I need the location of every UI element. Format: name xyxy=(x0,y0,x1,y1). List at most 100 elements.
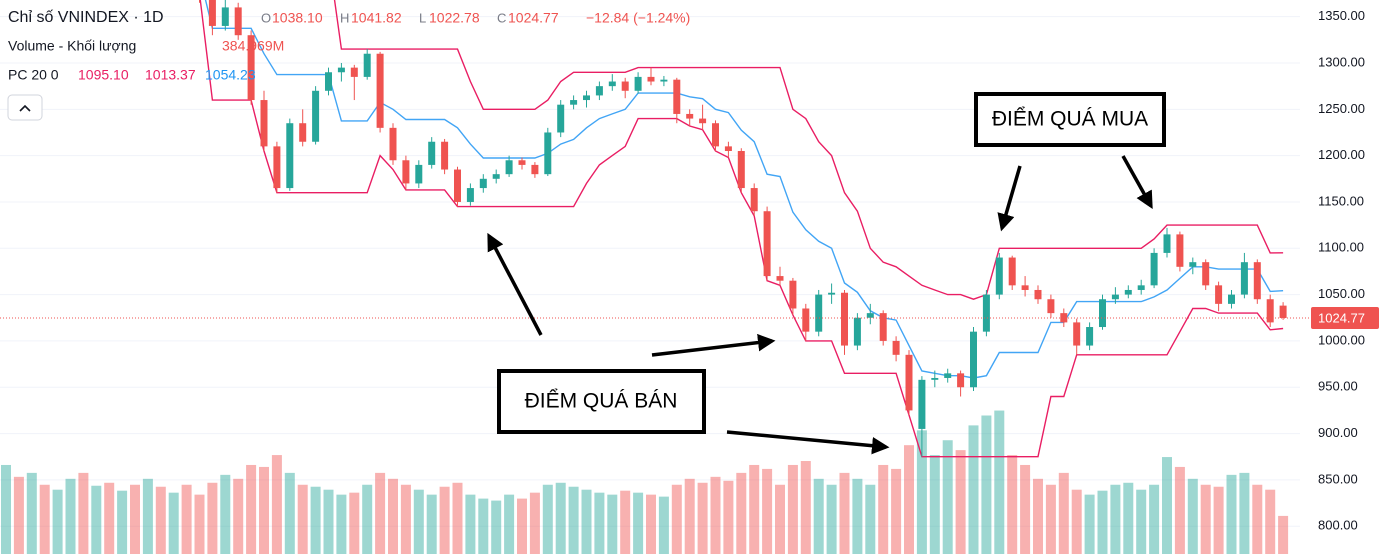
volume-bar xyxy=(491,500,502,554)
candle-body xyxy=(350,67,358,77)
volume-bar xyxy=(1187,478,1198,554)
volume-bar xyxy=(220,474,231,554)
candle-body xyxy=(1189,262,1197,267)
volume-bar xyxy=(1278,515,1289,554)
candle-body xyxy=(1137,285,1145,290)
volume-bar xyxy=(194,494,205,554)
candle-body xyxy=(892,340,900,355)
candle-body xyxy=(247,35,255,101)
volume-bar xyxy=(349,492,360,554)
candle-body xyxy=(995,257,1003,295)
volume-bar xyxy=(78,472,89,554)
candle-body xyxy=(518,160,526,165)
candle-body xyxy=(789,280,797,309)
volume-bar xyxy=(1265,489,1276,554)
volume-bar xyxy=(207,482,218,554)
candle-body xyxy=(337,67,345,73)
candle-body xyxy=(234,7,242,36)
lower-line xyxy=(199,0,1284,458)
volume-bar xyxy=(336,494,347,554)
candle-body xyxy=(402,160,410,184)
candle-body xyxy=(673,79,681,114)
legend-title: Chỉ số VNINDEX · 1D xyxy=(8,9,164,26)
volume-bar xyxy=(284,472,295,554)
volume-bar xyxy=(52,489,63,554)
volume-bar xyxy=(684,478,695,554)
volume-bar xyxy=(26,472,37,554)
candle-body xyxy=(1163,234,1171,253)
candle-body xyxy=(428,141,436,165)
channel-lines xyxy=(199,0,1284,458)
volume-bar xyxy=(1033,478,1043,554)
volume-bar xyxy=(762,468,773,554)
volume-bar xyxy=(1252,484,1263,554)
candle-body xyxy=(660,79,668,82)
volume-bar xyxy=(671,484,682,554)
volume-bar xyxy=(633,492,644,554)
candle-body xyxy=(1215,285,1223,304)
candle-body xyxy=(1034,289,1042,300)
candle-body xyxy=(492,174,500,179)
candle-body xyxy=(544,132,552,175)
volume-bar xyxy=(568,486,579,554)
volume-bar xyxy=(942,440,953,554)
volume-bar xyxy=(168,492,179,554)
change-value: −12.84 (−1.24%) xyxy=(586,10,690,26)
candle-body xyxy=(802,308,810,332)
last-price-label: 1024.77 xyxy=(1318,310,1365,325)
candle-body xyxy=(918,379,926,429)
candle-body xyxy=(466,188,474,202)
candle-body xyxy=(982,294,990,332)
annotation-box xyxy=(497,369,706,434)
volume-bar xyxy=(1136,489,1147,554)
volume-bar xyxy=(1213,486,1224,554)
volume-bar xyxy=(297,484,308,554)
volume-bar xyxy=(1226,474,1237,554)
volume-bar xyxy=(658,496,669,554)
candle-body xyxy=(1086,327,1094,346)
candle-body xyxy=(879,313,887,341)
volume-bar xyxy=(723,480,734,554)
volume-bar xyxy=(1020,464,1031,554)
candle-body xyxy=(699,118,707,124)
candle-body xyxy=(957,373,965,388)
candle-body xyxy=(1279,305,1287,318)
y-tick-label: 1000.00 xyxy=(1318,332,1365,347)
candle-body xyxy=(570,100,578,105)
volume-value: 384.969M xyxy=(222,38,284,54)
volume-bar xyxy=(929,455,940,554)
candle-body xyxy=(1202,262,1210,286)
candle-body xyxy=(1047,299,1055,314)
candle-body xyxy=(286,123,294,189)
volume-bar xyxy=(246,464,257,554)
volume-bar xyxy=(13,476,24,554)
volume-bar xyxy=(452,482,463,554)
close-label: C xyxy=(497,10,506,25)
y-tick-label: 950.00 xyxy=(1318,379,1358,394)
candle-body xyxy=(970,331,977,388)
volume-bar xyxy=(736,472,747,554)
high-value: 1041.82 xyxy=(351,10,402,26)
candle-body xyxy=(531,164,539,175)
volume-bar xyxy=(749,464,760,554)
volume-pane xyxy=(1,410,1289,554)
candle-body xyxy=(376,53,384,128)
candle-body xyxy=(944,373,952,378)
candle-body xyxy=(815,294,823,332)
y-tick-label: 1050.00 xyxy=(1318,286,1365,301)
volume-bar xyxy=(813,478,824,554)
collapse-button[interactable] xyxy=(7,94,43,121)
volume-bar xyxy=(91,485,102,554)
candle-body xyxy=(931,377,939,380)
upper-value: 1095.10 xyxy=(78,67,129,83)
volume-bar xyxy=(155,486,166,554)
volume-bar xyxy=(529,492,540,554)
volume-bar xyxy=(916,430,927,554)
candle-body xyxy=(1266,299,1274,323)
volume-bar xyxy=(478,498,489,554)
volume-bar xyxy=(1174,466,1185,554)
candle-body xyxy=(312,90,320,142)
candle-body xyxy=(750,188,758,212)
close-value: 1024.77 xyxy=(508,10,559,26)
candle-body xyxy=(724,146,732,152)
